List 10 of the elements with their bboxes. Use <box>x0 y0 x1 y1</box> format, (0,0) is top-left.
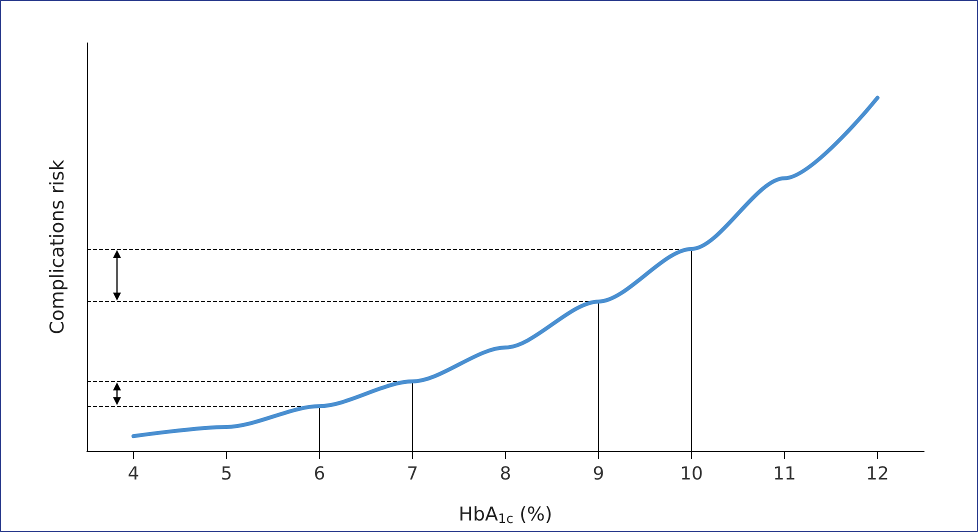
x-tick-label: 4 <box>128 464 140 484</box>
x-tick-label: 7 <box>406 464 418 484</box>
x-tick-label: 10 <box>680 464 703 484</box>
x-tick-label: 12 <box>866 464 889 484</box>
x-tick-label: 9 <box>592 464 604 484</box>
x-tick-label: 11 <box>773 464 796 484</box>
x-tick-label: 6 <box>314 464 326 484</box>
x-tick-label: 5 <box>220 464 232 484</box>
x-tick-label: 8 <box>500 464 512 484</box>
y-axis-title: Complications risk <box>46 160 68 334</box>
